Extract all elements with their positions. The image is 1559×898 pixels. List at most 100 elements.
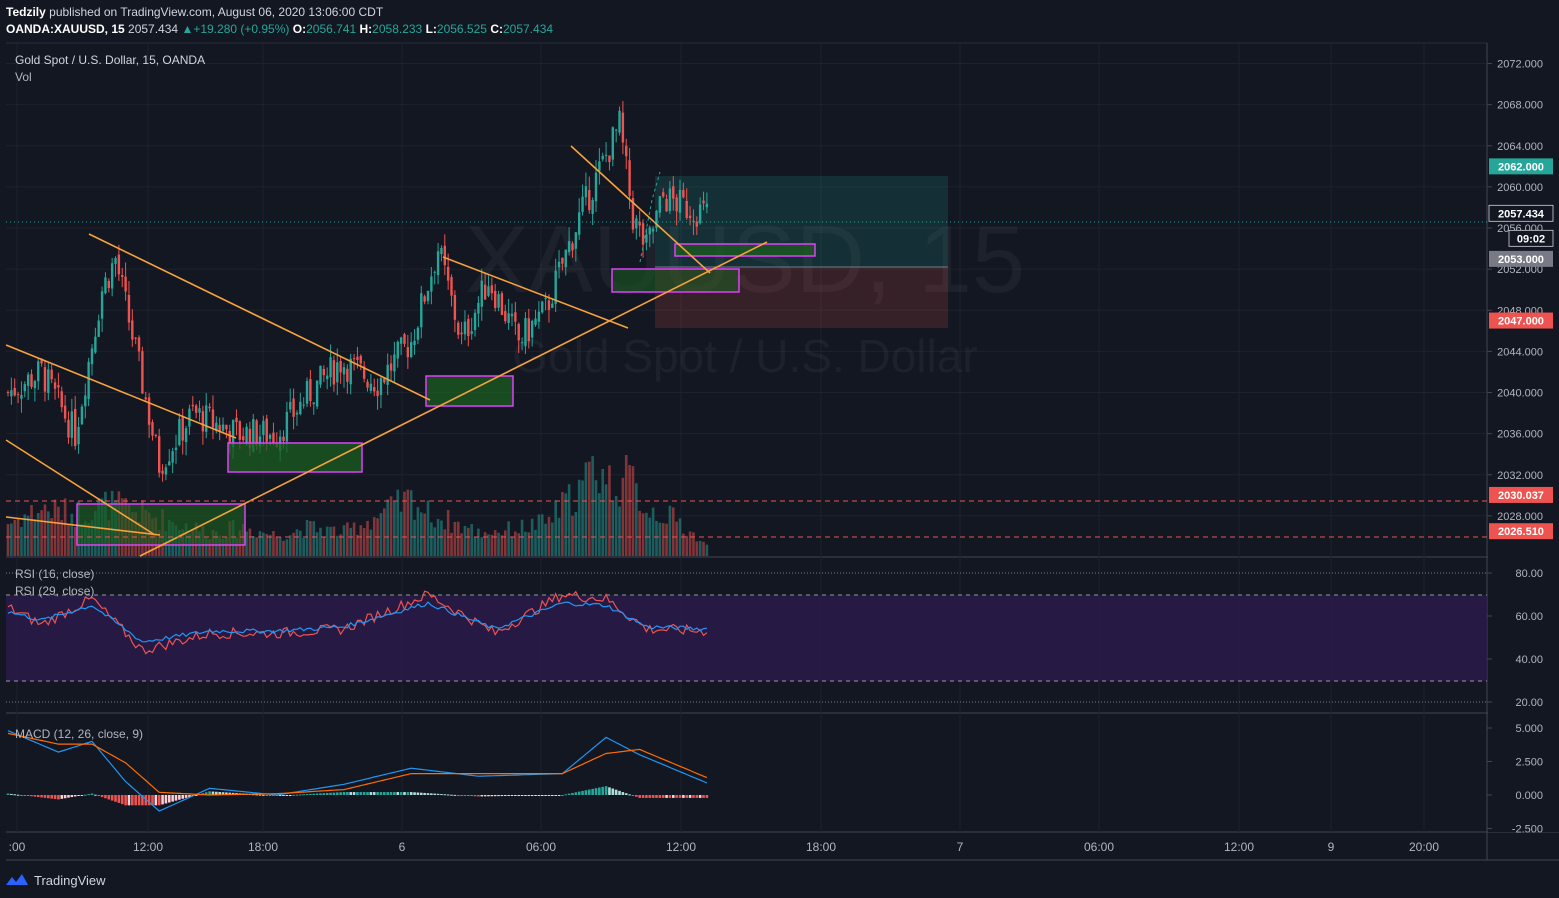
- candle-body: [40, 360, 43, 364]
- trend-line[interactable]: [570, 145, 711, 274]
- volume-bar: [369, 529, 373, 556]
- macd-histogram-bar: [188, 795, 191, 797]
- volume-bar: [641, 513, 645, 556]
- candle-body: [638, 221, 641, 226]
- candle-body: [127, 294, 131, 323]
- candle-body: [581, 196, 584, 212]
- volume-bar: [282, 540, 285, 556]
- watermark-symbol: XAUUSD, 15: [465, 206, 1025, 313]
- candle-body: [272, 432, 275, 443]
- macd-histogram-bar: [695, 795, 699, 798]
- volume-bar: [490, 534, 494, 556]
- axis-tick-label: 2052.000: [1497, 264, 1543, 276]
- symbol-label[interactable]: OANDA:XAUUSD, 15: [6, 22, 125, 36]
- candle-body: [352, 358, 356, 360]
- candle-body: [500, 293, 504, 315]
- trend-line[interactable]: [5, 516, 161, 536]
- volume-bar: [409, 490, 413, 556]
- macd-histogram-bar: [221, 792, 225, 795]
- macd-histogram-bar: [20, 795, 23, 796]
- price-badge-label: 2030.037: [1498, 490, 1544, 502]
- candle-body: [393, 354, 396, 372]
- candle-body: [53, 382, 57, 389]
- candle-body: [37, 361, 40, 382]
- macd-histogram-bar: [94, 794, 97, 796]
- demand-box[interactable]: [227, 442, 363, 473]
- candle-body: [651, 228, 655, 232]
- macd-histogram-bar: [322, 793, 326, 795]
- candle-body: [356, 356, 359, 360]
- candle-body: [117, 254, 121, 275]
- candle-body: [403, 334, 406, 344]
- demand-box[interactable]: [76, 503, 246, 546]
- candle-body: [134, 337, 137, 339]
- axis-tick-label: 2072.000: [1497, 59, 1543, 71]
- candle-body: [10, 390, 13, 397]
- volume-bar: [305, 520, 309, 556]
- macd-histogram-bar: [413, 792, 416, 795]
- volume-bar: [251, 536, 255, 556]
- macd-histogram-bar: [668, 795, 672, 798]
- axis-tick-label: 20.00: [1515, 697, 1543, 709]
- macd-histogram-bar: [100, 795, 104, 798]
- macd-histogram-bar: [90, 793, 94, 795]
- macd-histogram-bar: [571, 792, 574, 795]
- candle-body: [252, 419, 255, 452]
- macd-histogram-bar: [319, 793, 322, 795]
- trend-line[interactable]: [5, 439, 156, 536]
- volume-bar: [601, 468, 605, 556]
- trend-line[interactable]: [139, 241, 768, 557]
- macd-histogram-bar: [705, 795, 709, 798]
- candle-body: [507, 313, 510, 324]
- volume-bar: [292, 532, 295, 556]
- footer-brand[interactable]: TradingView: [6, 870, 106, 890]
- macd-histogram-bar: [460, 795, 463, 796]
- axis-tick-label: 40.00: [1515, 654, 1543, 666]
- macd-histogram-bar: [292, 794, 295, 796]
- candle-body: [655, 210, 658, 228]
- candle-body: [410, 342, 413, 357]
- demand-box[interactable]: [611, 268, 740, 293]
- volume-bar: [36, 513, 40, 556]
- candle-body: [110, 263, 114, 289]
- demand-box[interactable]: [674, 243, 816, 257]
- macd-histogram-bar: [26, 795, 30, 796]
- main-legend: Gold Spot / U.S. Dollar, 15, OANDA: [15, 53, 206, 67]
- macd-histogram-bar: [419, 792, 423, 795]
- macd-histogram-bar: [258, 794, 262, 796]
- macd-histogram-bar: [23, 795, 27, 796]
- candle-body: [614, 129, 618, 131]
- macd-histogram-bar: [604, 786, 608, 795]
- macd-lines: [7, 730, 708, 812]
- trend-line[interactable]: [442, 256, 629, 329]
- macd-histogram-bar: [376, 792, 379, 795]
- volume-bar: [678, 518, 682, 556]
- macd-histogram-bar: [383, 792, 386, 795]
- volume-bar: [332, 526, 336, 556]
- macd-histogram-bar: [631, 795, 635, 796]
- time-axis-label: 18:00: [248, 840, 278, 854]
- trend-line[interactable]: [88, 233, 431, 401]
- volume-bar: [702, 541, 705, 556]
- author-name[interactable]: Tedzily: [6, 5, 46, 19]
- volume-bar: [517, 533, 521, 556]
- candle-body: [258, 436, 262, 447]
- candle-body: [23, 384, 26, 392]
- macd-histogram-bar: [77, 795, 80, 796]
- candle-body: [567, 241, 571, 253]
- candle-body: [289, 401, 292, 410]
- trend-line[interactable]: [5, 344, 237, 439]
- candle-body: [161, 470, 164, 474]
- candle-body: [436, 251, 440, 275]
- volume-bar: [688, 531, 692, 556]
- candle-body: [635, 218, 638, 229]
- volume-bar: [591, 456, 594, 556]
- macd-histogram-bar: [406, 792, 410, 795]
- candle-body: [665, 198, 668, 212]
- macd-histogram-bar: [255, 794, 258, 796]
- macd-histogram-bar: [692, 795, 695, 798]
- volume-bar: [675, 521, 678, 556]
- macd-histogram-bar: [551, 795, 554, 796]
- candle-body: [504, 311, 507, 322]
